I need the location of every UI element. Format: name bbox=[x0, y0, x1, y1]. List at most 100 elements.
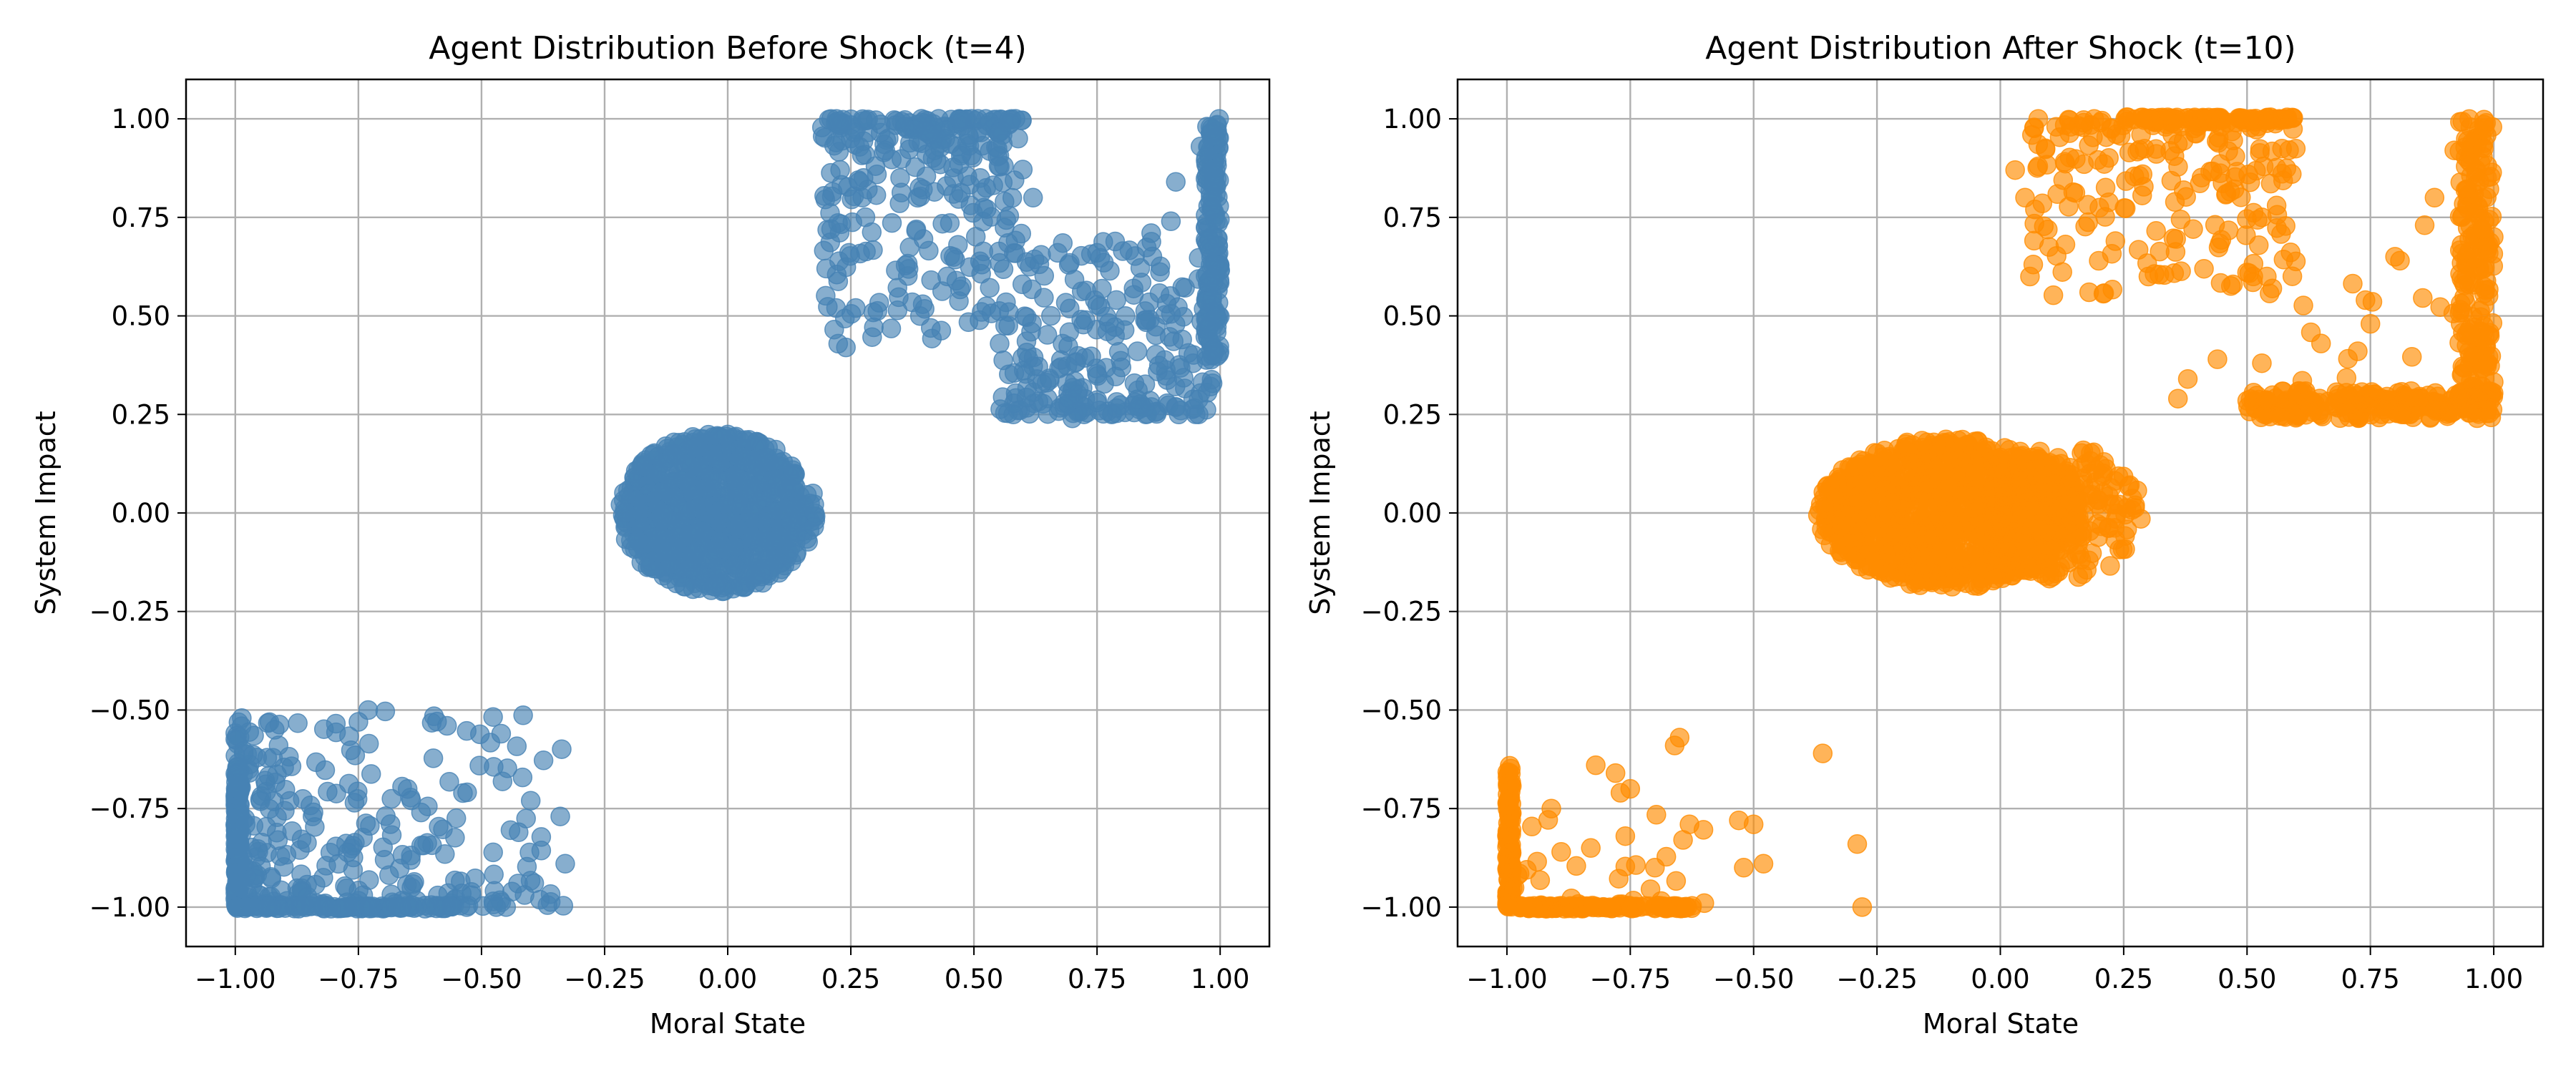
scatter-point bbox=[2027, 477, 2048, 498]
scatter-point bbox=[1933, 548, 1953, 568]
scatter-point bbox=[2116, 171, 2136, 191]
scatter-point bbox=[869, 293, 889, 313]
scatter-point bbox=[1852, 897, 1873, 917]
scatter-point bbox=[486, 897, 507, 917]
scatter-point bbox=[2424, 187, 2445, 208]
scatter-point bbox=[439, 771, 459, 792]
x-tick-label: 0.75 bbox=[2341, 964, 2399, 994]
scatter-point bbox=[761, 531, 781, 552]
scatter-point bbox=[1114, 320, 1135, 341]
scatter-point bbox=[1541, 798, 1561, 818]
scatter-point bbox=[2161, 170, 2182, 191]
scatter-point bbox=[945, 250, 965, 270]
scatter-point bbox=[1997, 489, 2017, 509]
scatter-point bbox=[716, 495, 737, 515]
scatter-point bbox=[1846, 474, 1867, 494]
scatter-point bbox=[2105, 231, 2126, 251]
scatter-point bbox=[2080, 451, 2101, 471]
scatter-point bbox=[2115, 526, 2135, 547]
scatter-point bbox=[423, 748, 444, 768]
x-tick-label: −0.25 bbox=[564, 964, 645, 994]
scatter-point bbox=[1141, 223, 1161, 243]
scatter-point bbox=[407, 896, 427, 917]
scatter-point bbox=[2443, 303, 2464, 323]
scatter-point bbox=[980, 278, 1000, 298]
scatter-point bbox=[2311, 333, 2331, 353]
scatter-point bbox=[260, 799, 280, 819]
scatter-point bbox=[2146, 139, 2166, 160]
y-axis-label: System Impact bbox=[30, 411, 62, 615]
scatter-point bbox=[615, 502, 635, 523]
scatter-point bbox=[921, 270, 941, 290]
scatter-point bbox=[2075, 216, 2095, 237]
scatter-point bbox=[520, 791, 541, 811]
x-tick-label: −0.50 bbox=[1713, 964, 1794, 994]
y-tick-label: 1.00 bbox=[1383, 104, 1442, 134]
scatter-point bbox=[2255, 110, 2276, 130]
scatter-point bbox=[2470, 300, 2490, 321]
scatter-point bbox=[243, 745, 263, 765]
scatter-point bbox=[2079, 135, 2099, 155]
scatter-point bbox=[2347, 402, 2368, 422]
scatter-point bbox=[2052, 262, 2072, 282]
scatter-point bbox=[2173, 130, 2194, 151]
scatter-point bbox=[2401, 347, 2422, 367]
scatter-point bbox=[821, 219, 841, 240]
scatter-point bbox=[697, 503, 718, 523]
scatter-point bbox=[1048, 243, 1068, 263]
scatter-point bbox=[1645, 858, 1665, 878]
scatter-point bbox=[2478, 346, 2499, 367]
scatter-point bbox=[1092, 278, 1112, 299]
x-tick-label: −1.00 bbox=[1466, 964, 1547, 994]
scatter-point bbox=[2043, 285, 2064, 305]
scatter-point bbox=[972, 135, 992, 156]
scatter-point bbox=[2125, 495, 2145, 515]
scatter-point bbox=[258, 896, 278, 916]
scatter-point bbox=[1050, 350, 1071, 370]
scatter-point bbox=[2279, 140, 2299, 160]
y-tick-label: −0.25 bbox=[1361, 597, 1442, 627]
scatter-point bbox=[653, 504, 674, 524]
scatter-point bbox=[318, 781, 338, 802]
scatter-point bbox=[1498, 765, 1518, 786]
scatter-point bbox=[2100, 556, 2120, 576]
scatter-point bbox=[305, 817, 325, 837]
scatter-point bbox=[404, 871, 424, 892]
scatter-point bbox=[1753, 854, 1774, 874]
scatter-point bbox=[1615, 826, 1636, 846]
scatter-point bbox=[244, 725, 264, 746]
scatter-point bbox=[2028, 156, 2049, 177]
scatter-point bbox=[392, 776, 412, 797]
scatter-point bbox=[1870, 549, 1890, 570]
scatter-point bbox=[784, 466, 804, 486]
scatter-point bbox=[784, 497, 804, 518]
scatter-point bbox=[2414, 215, 2435, 235]
scatter-point bbox=[2024, 118, 2044, 139]
x-axis-label: Moral State bbox=[1923, 1008, 2079, 1040]
scatter-point bbox=[724, 554, 744, 575]
scatter-point bbox=[2457, 180, 2477, 200]
scatter-point bbox=[724, 537, 745, 557]
scatter-point bbox=[2252, 353, 2272, 373]
scatter-point bbox=[1127, 341, 1148, 361]
scatter-point bbox=[913, 180, 933, 200]
scatter-point bbox=[796, 484, 817, 505]
scatter-point bbox=[1040, 305, 1061, 326]
panel-before-shock: Agent Distribution Before Shock (t=4) −1… bbox=[30, 30, 1271, 1040]
scatter-point bbox=[871, 114, 891, 134]
scatter-point bbox=[2343, 273, 2363, 294]
scatter-point bbox=[664, 486, 684, 507]
scatter-point bbox=[996, 210, 1017, 230]
scatter-point bbox=[483, 707, 503, 727]
scatter-point bbox=[265, 720, 285, 740]
scatter-point bbox=[1055, 293, 1076, 313]
y-tick-label: 0.75 bbox=[1383, 202, 1442, 233]
scatter-point bbox=[2114, 197, 2135, 218]
scatter-point bbox=[766, 469, 786, 489]
scatter-point bbox=[881, 318, 902, 338]
scatter-point bbox=[433, 819, 453, 840]
scatter-point bbox=[2024, 538, 2045, 558]
scatter-point bbox=[949, 291, 969, 311]
scatter-point bbox=[361, 764, 381, 784]
scatter-point bbox=[2293, 295, 2313, 316]
